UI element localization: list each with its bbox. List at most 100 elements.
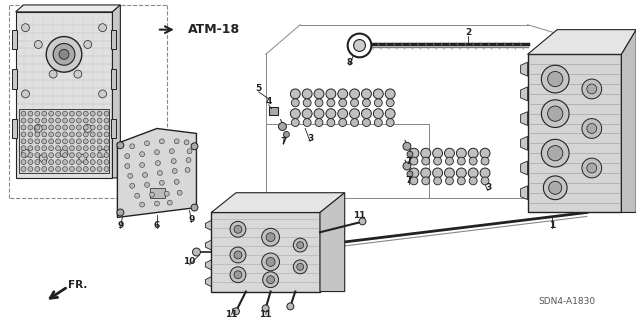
Circle shape xyxy=(262,272,278,288)
Circle shape xyxy=(49,70,57,78)
Circle shape xyxy=(63,146,67,151)
Circle shape xyxy=(56,125,61,130)
Circle shape xyxy=(104,153,109,158)
Circle shape xyxy=(385,109,395,119)
Circle shape xyxy=(97,146,102,151)
Circle shape xyxy=(35,125,40,130)
Text: 7: 7 xyxy=(406,176,412,185)
Circle shape xyxy=(262,253,280,271)
Circle shape xyxy=(49,125,54,130)
Circle shape xyxy=(130,183,134,188)
Circle shape xyxy=(543,176,567,200)
Circle shape xyxy=(63,111,67,116)
Polygon shape xyxy=(205,277,211,286)
Circle shape xyxy=(157,170,163,175)
Circle shape xyxy=(433,148,442,158)
Circle shape xyxy=(278,122,286,130)
Circle shape xyxy=(291,99,300,107)
Circle shape xyxy=(21,146,26,151)
Circle shape xyxy=(70,118,74,123)
Circle shape xyxy=(90,132,95,137)
Circle shape xyxy=(49,167,54,172)
Circle shape xyxy=(230,221,246,237)
Circle shape xyxy=(42,153,47,158)
Text: SDN4-A1830: SDN4-A1830 xyxy=(538,297,596,306)
Circle shape xyxy=(262,228,280,246)
Circle shape xyxy=(49,118,54,123)
Circle shape xyxy=(49,153,54,158)
Circle shape xyxy=(56,146,61,151)
Circle shape xyxy=(145,141,150,146)
Circle shape xyxy=(234,251,242,259)
Text: 10: 10 xyxy=(183,257,196,266)
Circle shape xyxy=(445,168,454,178)
Circle shape xyxy=(303,99,311,107)
Polygon shape xyxy=(117,129,196,218)
Circle shape xyxy=(407,171,413,177)
Circle shape xyxy=(76,118,81,123)
Circle shape xyxy=(104,146,109,151)
Circle shape xyxy=(403,142,411,150)
Bar xyxy=(150,188,165,198)
Circle shape xyxy=(348,33,371,57)
Circle shape xyxy=(90,118,95,123)
Circle shape xyxy=(49,160,54,165)
Circle shape xyxy=(422,177,429,185)
Circle shape xyxy=(373,89,383,99)
Circle shape xyxy=(35,41,42,48)
Text: 11: 11 xyxy=(225,310,237,319)
Circle shape xyxy=(70,153,74,158)
Circle shape xyxy=(21,167,26,172)
Polygon shape xyxy=(205,240,211,250)
Circle shape xyxy=(445,177,453,185)
Circle shape xyxy=(293,260,307,274)
Circle shape xyxy=(83,146,88,151)
Polygon shape xyxy=(520,137,527,150)
Text: 5: 5 xyxy=(255,85,262,93)
Circle shape xyxy=(21,153,26,158)
Circle shape xyxy=(97,139,102,144)
Circle shape xyxy=(35,146,40,151)
Circle shape xyxy=(469,177,477,185)
Circle shape xyxy=(42,125,47,130)
Polygon shape xyxy=(520,87,527,101)
Circle shape xyxy=(362,99,371,107)
Circle shape xyxy=(468,148,478,158)
Circle shape xyxy=(128,174,132,178)
Circle shape xyxy=(587,163,596,173)
Circle shape xyxy=(42,118,47,123)
Circle shape xyxy=(35,132,40,137)
Circle shape xyxy=(407,151,413,157)
Circle shape xyxy=(354,40,365,51)
Circle shape xyxy=(409,148,419,158)
Circle shape xyxy=(76,146,81,151)
Circle shape xyxy=(315,99,323,107)
Circle shape xyxy=(458,177,465,185)
Circle shape xyxy=(386,99,394,107)
Circle shape xyxy=(541,100,569,128)
Text: 9: 9 xyxy=(117,221,124,230)
Circle shape xyxy=(22,90,29,98)
Circle shape xyxy=(150,192,154,197)
Circle shape xyxy=(548,145,563,161)
Circle shape xyxy=(338,89,348,99)
Circle shape xyxy=(35,160,40,165)
Circle shape xyxy=(90,160,95,165)
Text: 7: 7 xyxy=(406,157,412,166)
Circle shape xyxy=(97,111,102,116)
Polygon shape xyxy=(19,109,109,173)
Circle shape xyxy=(193,248,200,256)
Circle shape xyxy=(339,99,347,107)
Circle shape xyxy=(21,139,26,144)
Circle shape xyxy=(104,111,109,116)
Circle shape xyxy=(303,119,311,127)
Circle shape xyxy=(167,200,172,205)
Circle shape xyxy=(191,204,198,211)
Circle shape xyxy=(184,140,189,145)
Circle shape xyxy=(39,154,47,162)
Circle shape xyxy=(104,160,109,165)
Circle shape xyxy=(76,132,81,137)
Circle shape xyxy=(291,109,300,119)
Circle shape xyxy=(76,139,81,144)
Circle shape xyxy=(90,125,95,130)
